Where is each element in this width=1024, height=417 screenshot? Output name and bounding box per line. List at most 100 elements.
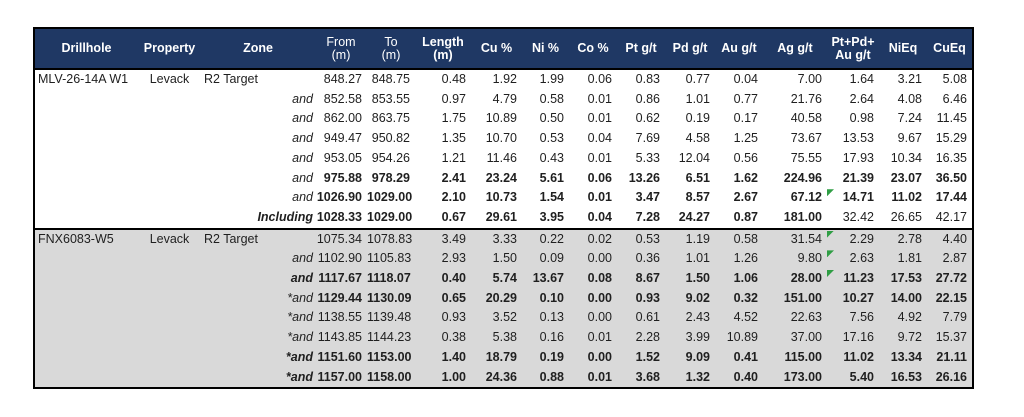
cell-pt-pd-au-gpt: 32.42 <box>827 208 879 229</box>
cell-pd-gpt: 0.19 <box>665 109 715 129</box>
column-header-nieq: NiEq <box>879 28 927 70</box>
excel-error-flag-icon <box>827 250 834 258</box>
cell-value: 0.04 <box>587 209 612 224</box>
cell-value: 953.05 <box>323 150 362 165</box>
cell-zone: and <box>201 188 315 208</box>
cell-cueq: 16.35 <box>927 149 973 169</box>
cell-value: 0.00 <box>587 251 612 266</box>
cell-length: 0.40 <box>415 269 471 289</box>
cell-ni-pct: 5.61 <box>522 169 569 189</box>
cell-to: 863.75 <box>367 109 415 129</box>
table-row: and 975.88 978.29 2.41 23.24 5.61 0.06 13.26 6.5… <box>34 169 973 189</box>
table-row: and 1117.67 1118.07 0.40 5.74 13.67 0.08 8.67 1.… <box>34 269 973 289</box>
cell-value: 2.63 <box>849 251 874 266</box>
cell-value: 0.06 <box>587 72 612 86</box>
cell-cu-pct: 24.36 <box>471 367 522 389</box>
cell-cueq: 36.50 <box>927 169 973 189</box>
cell-property <box>138 308 201 329</box>
cell-value: 14.71 <box>842 190 874 205</box>
cell-cueq: 42.17 <box>927 208 973 229</box>
column-header-label: Ni % <box>531 41 560 55</box>
cell-pt-gpt: 3.68 <box>617 367 665 389</box>
cell-from: 1138.55 <box>315 308 367 329</box>
cell-co-pct: 0.01 <box>569 188 617 208</box>
cell-cu-pct: 3.52 <box>471 308 522 329</box>
cell-pd-gpt: 1.50 <box>665 269 715 289</box>
cell-au-gpt: 0.40 <box>715 367 763 389</box>
cell-value: 1078.83 <box>367 231 413 246</box>
column-header-label: Pt g/t <box>625 41 657 55</box>
cell-from: 1075.34 <box>315 227 367 250</box>
cell-value: 26.65 <box>890 209 922 224</box>
cell-value: 2.78 <box>897 231 922 246</box>
cell-nieq: 9.72 <box>879 328 927 348</box>
cell-value: 1.54 <box>539 190 564 205</box>
cell-cu-pct: 1.92 <box>471 69 522 90</box>
cell-to: 1105.83 <box>367 249 415 270</box>
column-header-label: NiEq <box>888 41 918 55</box>
cell-drillhole <box>34 367 138 389</box>
cell-value: 32.42 <box>842 209 874 224</box>
cell-value: 0.41 <box>733 349 758 364</box>
cell-property: Levack <box>149 72 190 86</box>
cell-value: 0.19 <box>539 349 564 364</box>
cell-ag-gpt: 173.00 <box>763 367 827 389</box>
cell-pt-pd-au-gpt: 2.63 <box>827 249 879 270</box>
cell-value: 848.27 <box>323 72 362 86</box>
cell-cu-pct: 5.74 <box>471 269 522 289</box>
cell-length: 1.75 <box>415 109 471 129</box>
table-row: and 862.00 863.75 1.75 10.89 0.50 0.01 0.62 0.19… <box>34 109 973 129</box>
cell-length: 1.40 <box>415 347 471 368</box>
cell-pt-gpt: 0.83 <box>617 69 665 90</box>
cell-pd-gpt: 6.51 <box>665 169 715 189</box>
cell-value: 0.00 <box>587 310 612 325</box>
cell-value: 23.07 <box>890 170 922 185</box>
cell-value: 9.67 <box>897 131 922 146</box>
cell-value: 2.67 <box>733 190 758 205</box>
cell-value: 1118.07 <box>367 271 411 286</box>
cell-au-gpt: 0.56 <box>715 149 763 169</box>
zone-label: R2 Target <box>204 231 258 246</box>
cell-pt-pd-au-gpt: 0.98 <box>827 109 879 129</box>
cell-value: 26.16 <box>935 369 967 384</box>
cell-value: 42.17 <box>935 209 967 224</box>
cell-value: 12.04 <box>678 150 710 165</box>
cell-value: 11.46 <box>486 150 517 165</box>
column-header-label: Property <box>143 41 196 55</box>
cell-value: 0.01 <box>587 91 612 106</box>
column-header-cu-pct: Cu % <box>471 28 522 70</box>
cell-pt-pd-au-gpt: 14.71 <box>827 188 879 208</box>
cell-au-gpt: 0.58 <box>715 227 763 250</box>
column-header-sublabel: (m) <box>433 47 453 62</box>
cell-drillhole <box>34 169 138 189</box>
cell-value: 3.33 <box>492 231 517 246</box>
cell-value: 3.49 <box>441 231 466 246</box>
cell-nieq: 9.67 <box>879 129 927 149</box>
cell-zone: and <box>201 129 315 149</box>
cell-drillhole <box>34 347 138 368</box>
cell-pd-gpt: 0.77 <box>665 69 715 90</box>
cell-from: 953.05 <box>315 149 367 169</box>
cell-zone: *and <box>201 367 315 389</box>
cell-co-pct: 0.01 <box>569 328 617 348</box>
cell-zone: *and <box>201 328 315 348</box>
cell-length: 0.38 <box>415 328 471 348</box>
cell-value: 75.55 <box>790 150 822 165</box>
column-header-label: CuEq <box>933 41 966 55</box>
cell-co-pct: 0.00 <box>569 308 617 329</box>
cell-value: 1138.55 <box>317 310 362 325</box>
interval-qualifier: and <box>292 170 313 185</box>
column-header-label: Pd g/t <box>672 41 708 55</box>
cell-value: 1.99 <box>539 72 564 86</box>
cell-value: 0.10 <box>539 290 564 305</box>
cell-value: 848.75 <box>371 72 410 86</box>
interval-qualifier: Including <box>257 209 313 224</box>
column-header-pt-gpt: Pt g/t <box>617 28 665 70</box>
cell-to: 1118.07 <box>367 269 415 289</box>
cell-ni-pct: 0.09 <box>522 249 569 270</box>
cell-value: 0.97 <box>441 91 466 106</box>
cell-cueq: 7.79 <box>927 308 973 329</box>
interval-qualifier: and <box>290 271 313 286</box>
cell-length: 2.10 <box>415 188 471 208</box>
cell-value: 1.06 <box>733 271 758 286</box>
